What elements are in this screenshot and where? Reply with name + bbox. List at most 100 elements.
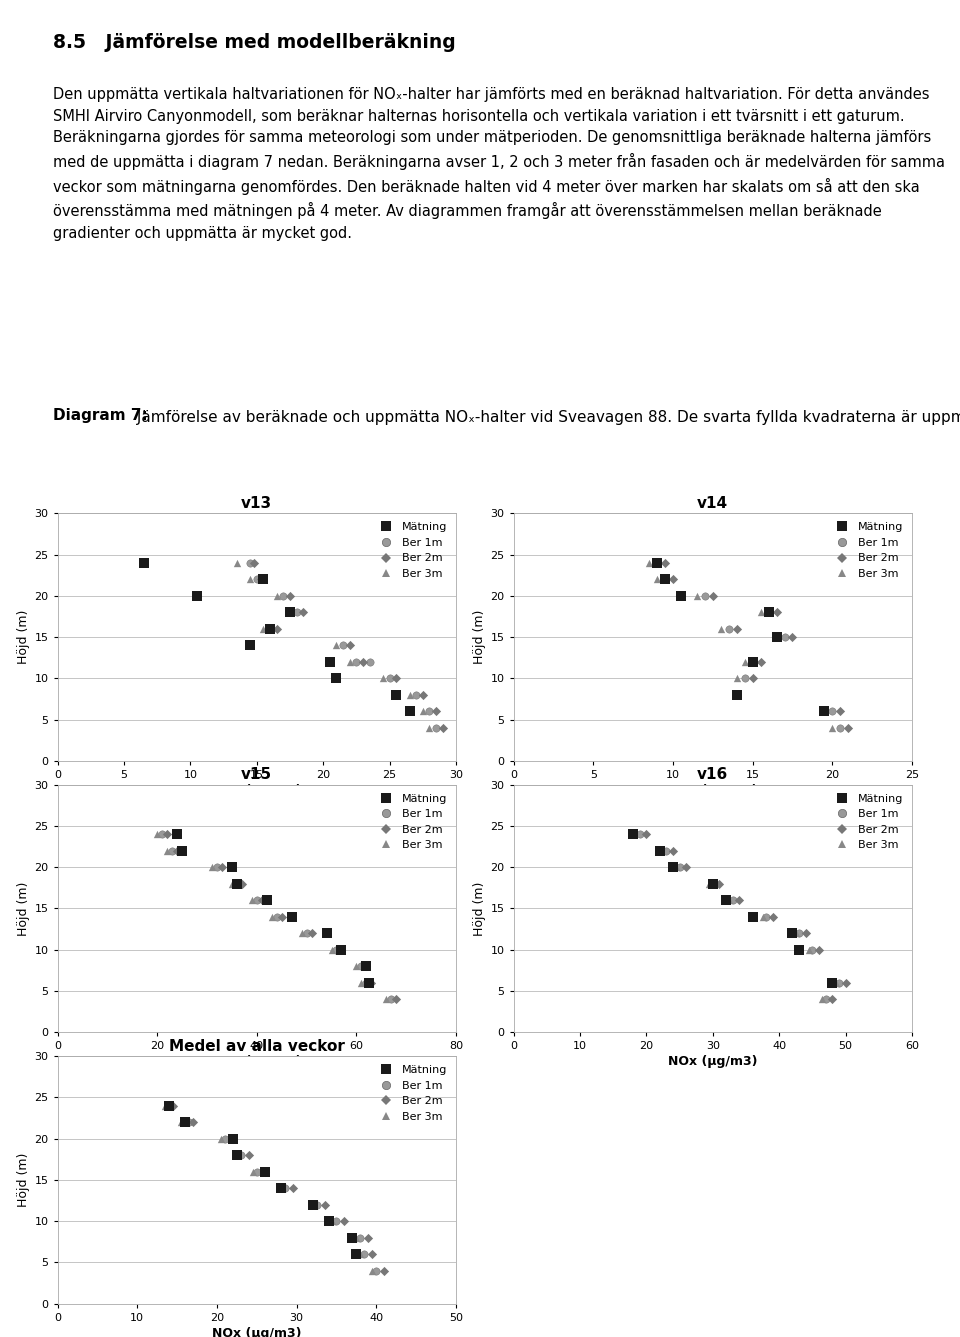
Point [732,889,747,910]
Point [244,889,259,910]
Point [159,840,175,861]
Point [832,701,848,722]
Point [825,717,840,738]
Point [361,1227,376,1249]
Point [328,1210,345,1231]
Point [181,1111,197,1132]
Point [249,568,264,590]
Point [328,939,345,960]
Point [697,586,712,607]
Point [649,552,664,574]
Point [769,626,784,648]
Point [259,889,275,910]
Point [296,602,311,623]
Point [758,906,774,928]
Point [825,701,840,722]
Point [269,906,284,928]
Point [229,873,245,894]
Point [777,626,792,648]
Point [652,840,667,861]
Title: v14: v14 [697,496,729,511]
Point [761,602,777,623]
Point [253,568,269,590]
Point [421,701,437,722]
Point [226,1128,241,1150]
Legend: Mätning, Ber 1m, Ber 2m, Ber 3m: Mätning, Ber 1m, Ber 2m, Ber 3m [372,1062,450,1126]
Point [178,1111,193,1132]
Point [175,840,190,861]
Point [262,618,277,639]
Point [334,939,349,960]
Point [174,1111,189,1132]
Point [241,1144,256,1166]
Point [769,602,784,623]
Point [229,1144,245,1166]
X-axis label: NOx (µg/m3): NOx (µg/m3) [668,1055,757,1068]
Point [818,988,833,1009]
Point [324,939,339,960]
Point [369,1259,384,1281]
Point [785,626,801,648]
Title: Medel av alla veckor: Medel av alla veckor [169,1039,345,1054]
Point [711,873,727,894]
Point [321,1210,336,1231]
Point [342,651,357,673]
Point [649,568,664,590]
Point [323,651,338,673]
Point [262,618,277,639]
Point [408,685,423,706]
Point [328,635,345,656]
Point [335,635,350,656]
Point [791,939,806,960]
Point [435,717,450,738]
Point [362,651,377,673]
Point [255,618,271,639]
Point [365,1243,380,1265]
Point [304,923,320,944]
Point [428,701,444,722]
Point [282,602,298,623]
Point [352,1227,368,1249]
X-axis label: NOx (µg/m3): NOx (µg/m3) [668,783,757,797]
Point [825,988,840,1009]
Point [282,602,298,623]
Point [658,568,673,590]
Point [668,857,684,878]
Point [428,717,444,738]
Point [189,586,204,607]
Y-axis label: Höjd (m): Höjd (m) [17,610,31,664]
Point [713,618,729,639]
Point [247,552,262,574]
Point [785,923,801,944]
Point [264,906,279,928]
Point [761,602,777,623]
Point [309,1194,324,1215]
Point [378,988,394,1009]
Point [689,586,705,607]
Point [225,873,240,894]
Legend: Mätning, Ber 1m, Ber 2m, Ber 3m: Mätning, Ber 1m, Ber 2m, Ber 3m [372,519,450,583]
Point [831,972,847,993]
Point [729,685,744,706]
Point [765,906,780,928]
Point [214,857,229,878]
Point [729,667,744,689]
Point [164,840,180,861]
Point [277,1178,293,1199]
Point [788,923,804,944]
Point [658,552,673,574]
Point [337,1210,352,1231]
Point [319,923,334,944]
Title: v16: v16 [697,767,729,782]
Point [348,1243,364,1265]
Point [289,602,304,623]
Point [328,667,345,689]
Point [415,685,430,706]
Point [273,1178,288,1199]
Legend: Mätning, Ber 1m, Ber 2m, Ber 3m: Mätning, Ber 1m, Ber 2m, Ber 3m [828,790,906,854]
X-axis label: NOx (µg/m3): NOx (µg/m3) [212,1326,301,1337]
Point [305,1194,321,1215]
Point [389,988,404,1009]
Point [659,840,674,861]
Point [254,889,270,910]
